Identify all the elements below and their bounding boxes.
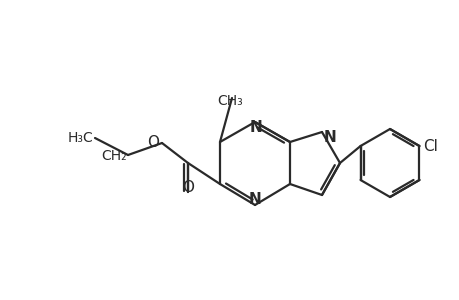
Text: N: N [323,130,336,145]
Text: N: N [249,120,262,135]
Text: O: O [182,180,194,195]
Text: N: N [248,192,261,207]
Text: CH₂: CH₂ [101,149,127,163]
Text: Cl: Cl [423,139,437,154]
Text: CH₃: CH₃ [217,94,242,108]
Text: O: O [147,134,159,149]
Text: H₃C: H₃C [67,131,93,145]
